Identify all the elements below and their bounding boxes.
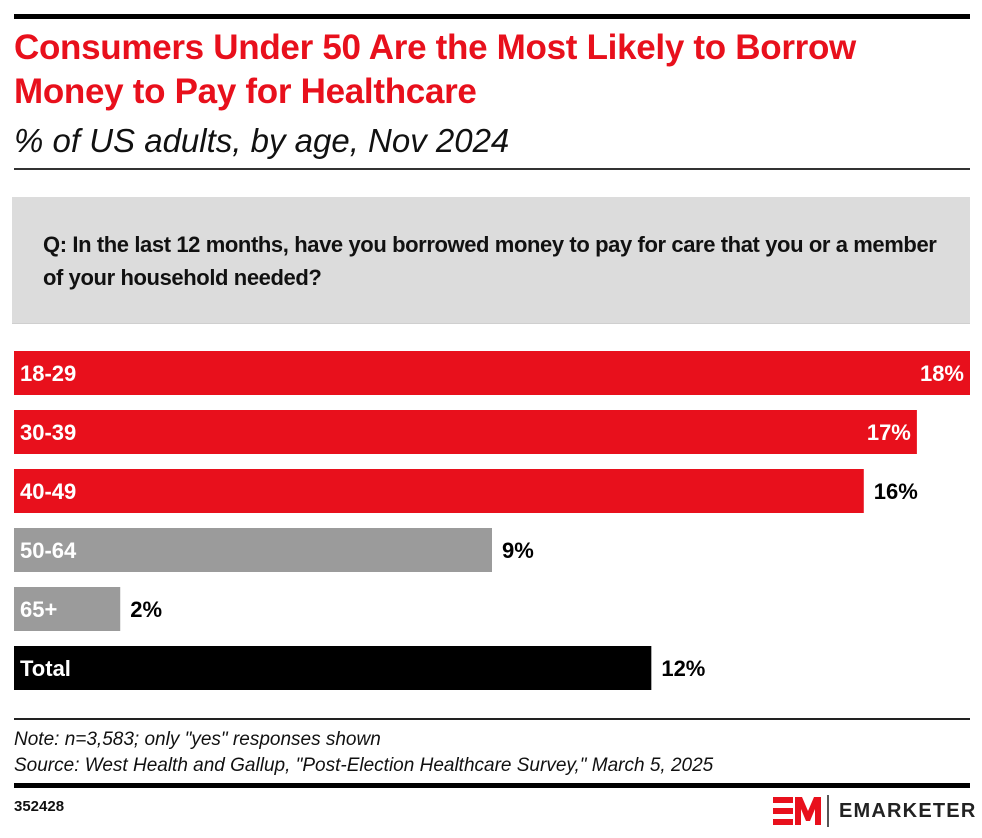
top-rule bbox=[14, 14, 970, 19]
bar bbox=[14, 469, 864, 513]
bottom-rule bbox=[14, 783, 970, 788]
bar-group-40-49: 40-49 16% bbox=[14, 469, 918, 513]
category-label: 65+ bbox=[20, 597, 57, 622]
bar-group-total: Total 12% bbox=[14, 646, 705, 690]
bar bbox=[14, 587, 121, 631]
question-box: Q: In the last 12 months, have you borro… bbox=[12, 197, 970, 324]
value-label: 18% bbox=[920, 361, 964, 386]
value-label: 9% bbox=[502, 538, 534, 563]
value-label: 2% bbox=[130, 597, 162, 622]
subtitle-rule bbox=[14, 168, 970, 170]
bar bbox=[14, 646, 652, 690]
bar bbox=[14, 410, 917, 454]
category-label: 30-39 bbox=[20, 420, 76, 445]
brand-name: EMARKETER bbox=[839, 799, 977, 822]
category-label: 50-64 bbox=[20, 538, 77, 563]
category-label: 18-29 bbox=[20, 361, 76, 386]
chart-id: 352428 bbox=[14, 798, 65, 815]
value-label: 17% bbox=[867, 420, 911, 445]
bar-group-18-29: 18-29 18% bbox=[14, 351, 970, 395]
bar-chart: 18-29 18% 30-39 17% 40-49 16% 50-64 9% 65+ 2% Tota… bbox=[14, 351, 970, 690]
emarketer-logo: EMARKETER bbox=[773, 795, 976, 827]
category-label: 40-49 bbox=[20, 479, 76, 504]
bar-group-30-39: 30-39 17% bbox=[14, 410, 917, 454]
chart-subtitle: % of US adults, by age, Nov 2024 bbox=[14, 122, 510, 159]
footer-rule bbox=[14, 718, 970, 720]
question-text: Q: In the last 12 months, have you borro… bbox=[43, 232, 937, 290]
note-text: Note: n=3,583; only "yes" responses show… bbox=[14, 729, 381, 750]
bar-group-50-64: 50-64 9% bbox=[14, 528, 534, 572]
bar-group-65-: 65+ 2% bbox=[14, 587, 162, 631]
bar bbox=[14, 351, 970, 395]
value-label: 16% bbox=[874, 479, 918, 504]
category-label: Total bbox=[20, 656, 71, 681]
chart-title: Consumers Under 50 Are the Most Likely t… bbox=[14, 28, 856, 111]
value-label: 12% bbox=[661, 656, 705, 681]
bar bbox=[14, 528, 492, 572]
source-text: Source: West Health and Gallup, "Post-El… bbox=[14, 755, 714, 776]
logo-divider bbox=[827, 795, 829, 827]
em-logo-icon bbox=[773, 797, 821, 825]
